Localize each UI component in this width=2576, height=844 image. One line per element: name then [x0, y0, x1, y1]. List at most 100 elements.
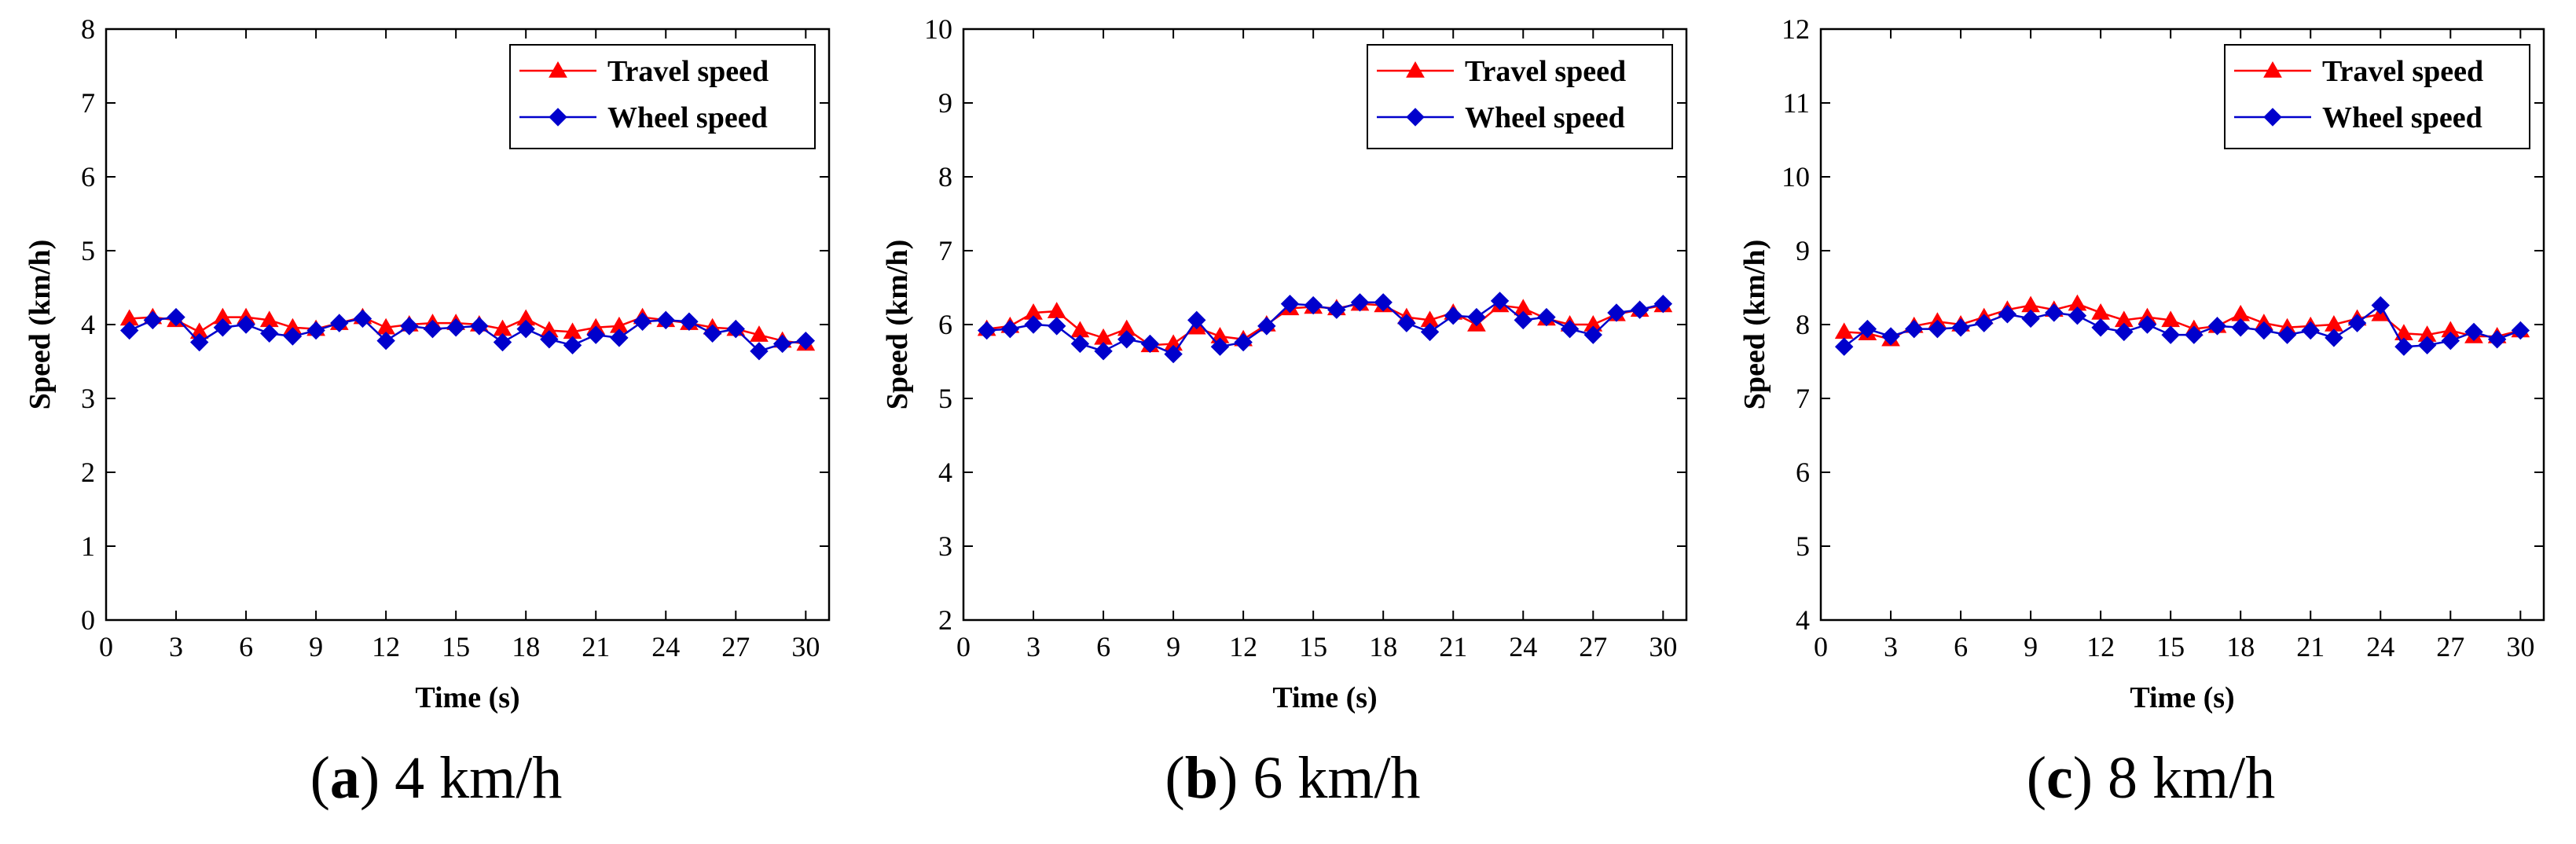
wheel-speed-point [1234, 332, 1253, 352]
wheel-speed-point [1420, 322, 1440, 342]
legend-travel-marker [549, 61, 567, 78]
wheel-speed-point [1024, 315, 1043, 334]
wheel-speed-point [2045, 303, 2064, 322]
wheel-speed-point [2487, 330, 2507, 349]
wheel-speed-point [446, 318, 465, 337]
wheel-speed-point [353, 309, 372, 328]
wheel-speed-point [977, 321, 996, 340]
wheel-speed-point [2394, 337, 2413, 356]
x-tick-label: 0 [99, 631, 113, 662]
x-tick-label: 9 [2024, 631, 2038, 662]
wheel-speed-point [1280, 294, 1300, 314]
wheel-speed-point [190, 332, 209, 352]
wheel-speed-point [1304, 295, 1323, 315]
x-tick-label: 24 [2366, 631, 2394, 662]
wheel-speed-point [680, 312, 699, 331]
x-tick-label: 30 [2506, 631, 2534, 662]
wheel-speed-point [2185, 325, 2204, 344]
caption-text: ) 4 km/h [360, 745, 563, 811]
y-tick-label: 6 [1796, 457, 1810, 488]
wheel-speed-point [2511, 321, 2530, 340]
wheel-speed-point [656, 310, 675, 330]
series-wheel [977, 292, 1673, 364]
wheel-speed-point [772, 334, 792, 354]
x-tick-label: 27 [1579, 631, 1607, 662]
wheel-speed-point [423, 319, 442, 339]
y-tick-label: 4 [938, 457, 952, 488]
x-tick-label: 18 [2226, 631, 2255, 662]
x-axis-label: Time (s) [1272, 681, 1377, 714]
x-tick-label: 12 [2086, 631, 2115, 662]
x-tick-label: 27 [2436, 631, 2464, 662]
x-tick-label: 18 [1369, 631, 1397, 662]
wheel-speed-point [1257, 317, 1276, 336]
legend: Travel speed Wheel speed [509, 44, 816, 149]
wheel-speed-point [2464, 322, 2483, 342]
x-tick-label: 12 [1229, 631, 1257, 662]
y-axis-label: Speed (km/h) [881, 240, 914, 409]
wheel-speed-point [2137, 315, 2157, 334]
wheel-speed-point [1397, 314, 1416, 332]
wheel-speed-point [470, 317, 489, 336]
wheel-speed-point [1140, 334, 1160, 354]
legend-box [1367, 44, 1673, 149]
wheel-speed-point [2277, 325, 2297, 344]
legend-wheel-marker [2263, 108, 2282, 127]
wheel-speed-point [2115, 322, 2134, 342]
legend-travel-marker [2263, 61, 2282, 78]
travel-speed-point [750, 325, 769, 342]
chart-caption: (b) 6 km/h [1165, 745, 1420, 811]
y-tick-label: 8 [1796, 309, 1810, 340]
wheel-speed-point [1070, 334, 1090, 354]
y-tick-label: 1 [81, 530, 95, 562]
wheel-speed-point [1117, 330, 1136, 349]
y-tick-label: 11 [1782, 87, 1810, 119]
x-tick-label: 3 [1884, 631, 1898, 662]
x-tick-label: 3 [1026, 631, 1040, 662]
x-tick-label: 9 [309, 631, 323, 662]
wheel-speed-point [2441, 331, 2460, 350]
wheel-speed-point [2325, 328, 2343, 347]
y-tick-label: 5 [938, 383, 952, 414]
wheel-speed-point [1583, 325, 1602, 344]
x-tick-label: 6 [239, 631, 253, 662]
y-tick-label: 10 [924, 13, 952, 45]
wheel-speed-point [1350, 293, 1370, 312]
wheel-speed-point [1000, 319, 1020, 339]
wheel-speed-point [2347, 314, 2367, 332]
x-tick-label: 12 [372, 631, 400, 662]
y-tick-label: 9 [938, 87, 952, 119]
wheel-speed-point [1975, 314, 1994, 332]
y-tick-label: 6 [938, 309, 952, 340]
y-tick-label: 4 [81, 309, 95, 340]
wheel-speed-point [1187, 310, 1206, 330]
legend-travel-marker [1406, 61, 1425, 78]
y-axis-label: Speed (km/h) [1738, 240, 1771, 409]
y-tick-label: 7 [81, 87, 95, 119]
wheel-speed-point [1048, 317, 1066, 336]
caption-paren-open: ( [1165, 745, 1184, 811]
wheel-speed-point [1490, 292, 1510, 310]
wheel-speed-point [400, 317, 419, 336]
x-tick-label: 30 [791, 631, 820, 662]
y-tick-label: 2 [81, 457, 95, 488]
y-tick-label: 5 [81, 235, 95, 266]
chart-c: 0 3 6 9 12 15 18 21 24 27 30 4 5 6 7 8 9 10 11 12 Time (s) Sp… [1738, 13, 2545, 811]
wheel-speed-point [1905, 319, 1924, 339]
wheel-speed-point [167, 307, 185, 327]
y-tick-label: 10 [1782, 161, 1810, 193]
wheel-speed-point [283, 327, 303, 346]
y-tick-label: 4 [1796, 604, 1810, 636]
caption-paren-open: ( [2027, 745, 2046, 811]
wheel-speed-point [1653, 294, 1673, 314]
wheel-speed-point [1327, 300, 1346, 319]
legend-travel-label: Travel speed [2322, 55, 2483, 88]
wheel-speed-point [2091, 318, 2110, 337]
wheel-speed-point [493, 332, 512, 352]
legend-wheel-label: Wheel speed [1465, 101, 1625, 134]
x-tick-label: 18 [512, 631, 540, 662]
wheel-speed-point [119, 321, 139, 340]
